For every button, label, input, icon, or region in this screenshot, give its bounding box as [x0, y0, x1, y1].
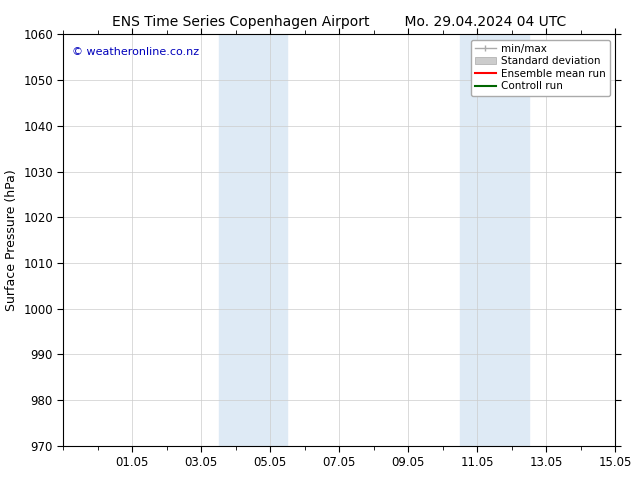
- Legend: min/max, Standard deviation, Ensemble mean run, Controll run: min/max, Standard deviation, Ensemble me…: [470, 40, 610, 96]
- Y-axis label: Surface Pressure (hPa): Surface Pressure (hPa): [4, 169, 18, 311]
- Bar: [219, 34, 287, 446]
- Title: ENS Time Series Copenhagen Airport        Mo. 29.04.2024 04 UTC: ENS Time Series Copenhagen Airport Mo. 2…: [112, 15, 566, 29]
- Text: © weatheronline.co.nz: © weatheronline.co.nz: [72, 47, 199, 57]
- Bar: [460, 34, 529, 446]
